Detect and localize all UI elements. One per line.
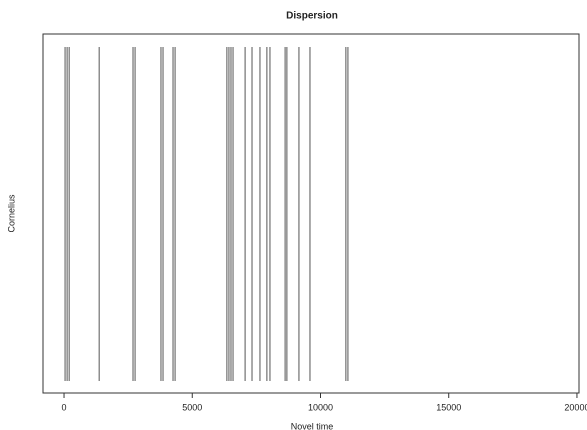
x-tick-label: 15000	[436, 402, 461, 412]
x-tick-label: 20000	[564, 402, 587, 412]
plot-frame	[42, 33, 580, 394]
chart-title: Dispersion	[286, 11, 338, 22]
y-category-label: Cornelius	[6, 194, 16, 233]
x-axis-label: Novel time	[291, 421, 334, 430]
x-tick-label: 5000	[182, 402, 202, 412]
x-tick-label: 10000	[308, 402, 333, 412]
x-tick-label: 0	[62, 402, 67, 412]
